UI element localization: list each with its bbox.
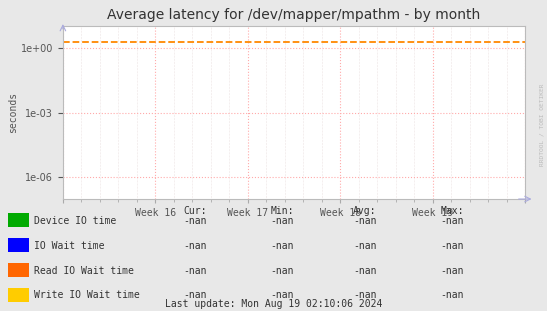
Text: -nan: -nan <box>271 266 294 276</box>
Text: -nan: -nan <box>183 290 207 300</box>
Text: -nan: -nan <box>440 266 464 276</box>
Text: -nan: -nan <box>271 241 294 251</box>
Y-axis label: seconds: seconds <box>8 92 18 133</box>
Text: Cur:: Cur: <box>183 206 207 216</box>
Text: -nan: -nan <box>183 241 207 251</box>
Text: Min:: Min: <box>271 206 294 216</box>
Text: -nan: -nan <box>183 216 207 226</box>
Text: IO Wait time: IO Wait time <box>34 241 104 251</box>
Text: Max:: Max: <box>440 206 464 216</box>
Text: -nan: -nan <box>353 290 376 300</box>
Text: Write IO Wait time: Write IO Wait time <box>34 290 139 300</box>
Text: -nan: -nan <box>271 216 294 226</box>
Text: Avg:: Avg: <box>353 206 376 216</box>
Text: -nan: -nan <box>440 290 464 300</box>
Text: -nan: -nan <box>353 266 376 276</box>
Text: -nan: -nan <box>353 216 376 226</box>
Text: -nan: -nan <box>353 241 376 251</box>
Text: Munin 2.0.73: Munin 2.0.73 <box>241 309 306 311</box>
Text: -nan: -nan <box>271 290 294 300</box>
Text: Read IO Wait time: Read IO Wait time <box>34 266 134 276</box>
Text: -nan: -nan <box>440 216 464 226</box>
Text: Device IO time: Device IO time <box>34 216 116 226</box>
Text: RRDTOOL / TOBI OETIKER: RRDTOOL / TOBI OETIKER <box>539 83 544 166</box>
Title: Average latency for /dev/mapper/mpathm - by month: Average latency for /dev/mapper/mpathm -… <box>107 8 481 22</box>
Text: -nan: -nan <box>440 241 464 251</box>
Text: Last update: Mon Aug 19 02:10:06 2024: Last update: Mon Aug 19 02:10:06 2024 <box>165 299 382 309</box>
Text: -nan: -nan <box>183 266 207 276</box>
